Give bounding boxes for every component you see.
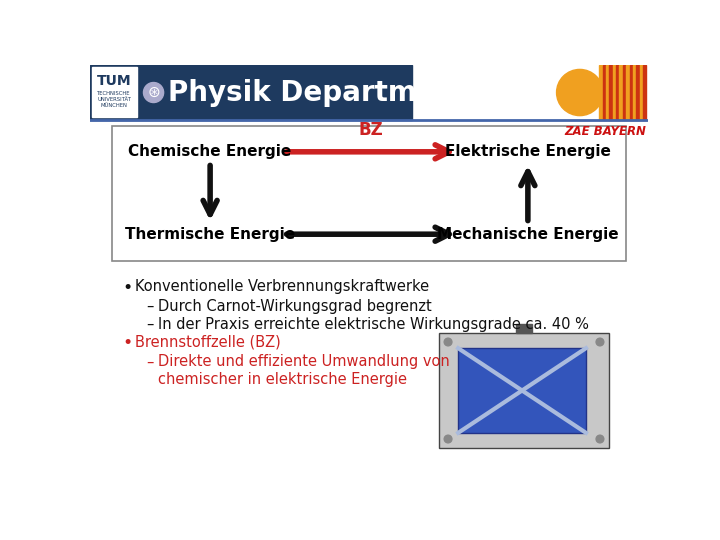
Circle shape [444, 338, 452, 346]
Bar [112, 126, 626, 261]
Text: Konventionelle Verbrennungskraftwerke: Konventionelle Verbrennungskraftwerke [135, 279, 429, 294]
Text: In der Praxis erreichte elektrische Wirkungsgrade ca. 40 %: In der Praxis erreichte elektrische Wirk… [158, 316, 589, 332]
Text: TECHNISCHE
UNIVERSITÄT
MÜNCHEN: TECHNISCHE UNIVERSITÄT MÜNCHEN [97, 91, 131, 108]
Bar [438, 333, 609, 448]
Bar [516, 323, 532, 333]
Text: •: • [122, 279, 132, 297]
Bar [623, 65, 626, 120]
Bar [626, 65, 629, 120]
Bar [90, 65, 412, 120]
Bar [629, 65, 633, 120]
Bar [633, 65, 636, 120]
Text: Thermische Energie: Thermische Energie [125, 227, 295, 242]
Bar [606, 65, 609, 120]
Bar [639, 65, 643, 120]
Circle shape [143, 83, 163, 103]
Circle shape [557, 70, 603, 116]
Bar [458, 348, 586, 433]
Bar [91, 67, 137, 117]
Bar [603, 65, 606, 120]
Bar [643, 65, 646, 120]
Bar [613, 65, 616, 120]
Bar [619, 65, 622, 120]
Text: •: • [122, 334, 132, 352]
Text: Mechanische Energie: Mechanische Energie [437, 227, 618, 242]
Text: Durch Carnot-Wirkungsgrad begrenzt: Durch Carnot-Wirkungsgrad begrenzt [158, 299, 432, 314]
Text: Brennstoffzelle (BZ): Brennstoffzelle (BZ) [135, 334, 281, 349]
Text: –: – [145, 299, 153, 314]
Text: Chemische Energie: Chemische Energie [128, 144, 292, 159]
Bar [609, 65, 612, 120]
Text: Direkte und effiziente Umwandlung von
chemischer in elektrische Energie: Direkte und effiziente Umwandlung von ch… [158, 354, 450, 387]
Circle shape [444, 435, 452, 443]
Text: ⊛: ⊛ [147, 85, 160, 100]
Circle shape [596, 338, 604, 346]
Text: –: – [145, 316, 153, 332]
Bar [636, 65, 639, 120]
Bar [599, 65, 602, 120]
Text: TUM: TUM [96, 74, 131, 88]
Circle shape [596, 435, 604, 443]
Text: BZ: BZ [359, 122, 383, 139]
Text: ZAE BAYERN: ZAE BAYERN [564, 125, 647, 138]
Text: Elektrische Energie: Elektrische Energie [445, 144, 611, 159]
Text: Physik Department: Physik Department [168, 78, 468, 106]
Bar [616, 65, 619, 120]
Text: –: – [145, 354, 153, 369]
